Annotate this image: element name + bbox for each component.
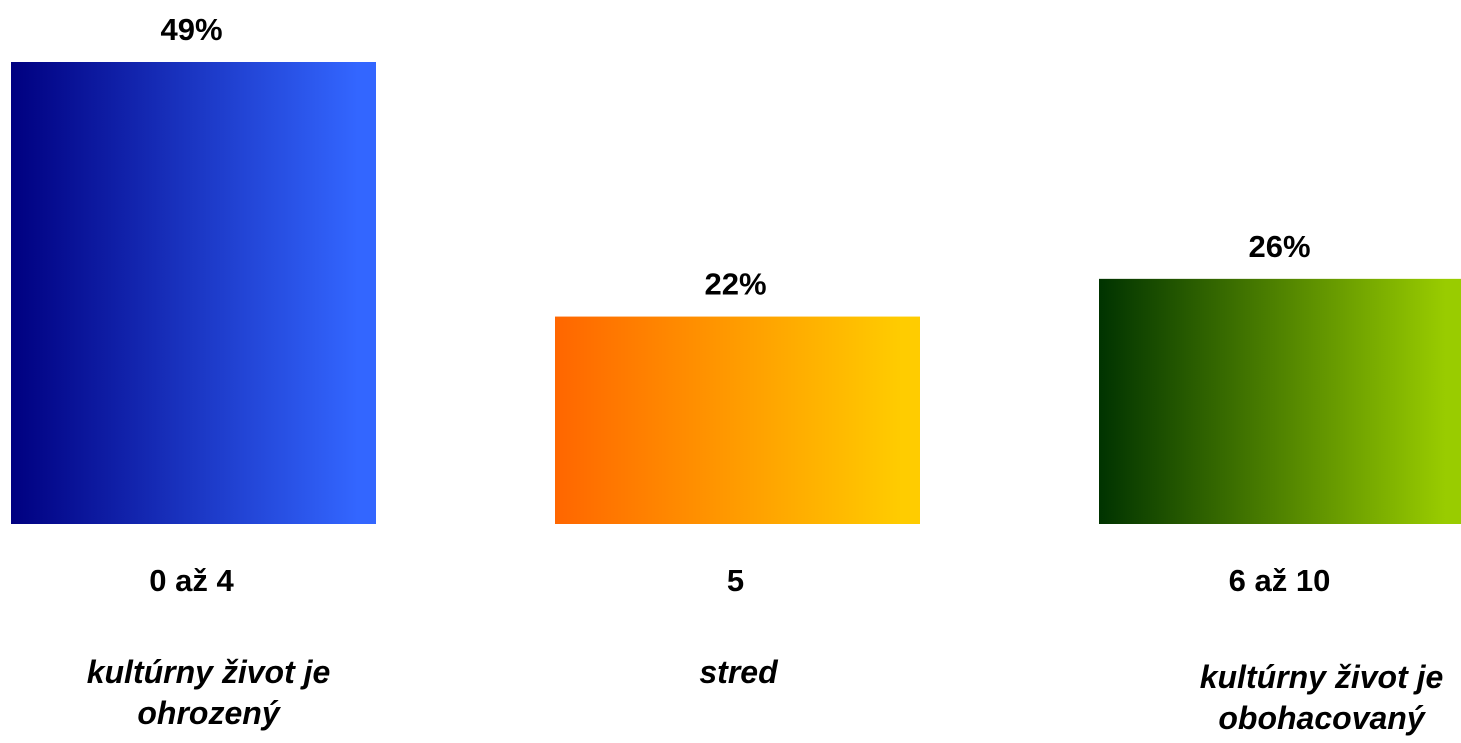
category-tick-label: 5: [727, 563, 744, 598]
category-description-line: kultúrny život je: [87, 654, 331, 690]
bar-value-label: 22%: [704, 267, 766, 302]
category-description-line: ohrozený: [137, 695, 281, 731]
bar-value-label: 26%: [1248, 229, 1310, 264]
bar-2: [555, 317, 920, 524]
category-description-line: kultúrny život je: [1200, 659, 1444, 695]
category-description-line: obohacovaný: [1218, 700, 1426, 736]
bar-1: [11, 62, 376, 524]
category-description-line: stred: [699, 654, 779, 690]
category-tick-label: 0 až 4: [149, 563, 234, 598]
bar-3: [1099, 279, 1461, 524]
category-tick-label: 6 až 10: [1229, 563, 1331, 598]
bar-value-label: 49%: [160, 12, 222, 47]
